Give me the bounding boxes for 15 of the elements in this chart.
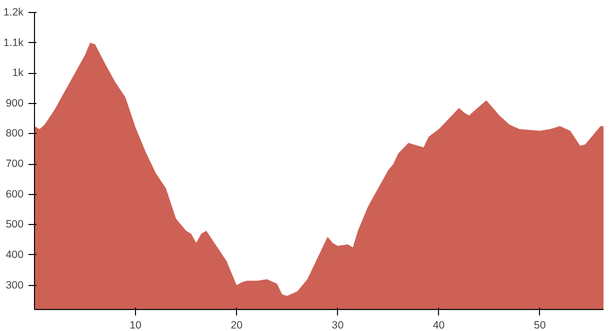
- x-tick-label: 30: [332, 320, 344, 331]
- y-tick-label: 1.1k: [3, 36, 24, 49]
- y-tick-label: 700: [6, 158, 24, 170]
- x-tick-label: 50: [534, 320, 546, 331]
- y-tick-label: 800: [6, 128, 24, 140]
- x-tick-label: 10: [130, 320, 142, 331]
- y-tick-label: 1k: [12, 67, 24, 80]
- y-tick-label: 500: [6, 218, 24, 231]
- y-tick-label: 600: [6, 188, 24, 200]
- y-tick-label: 300: [6, 279, 24, 292]
- y-tick-label: 900: [6, 97, 24, 110]
- x-tick-label: 40: [432, 320, 445, 331]
- x-tick-label: 20: [230, 320, 243, 331]
- y-tick-label: 400: [6, 248, 24, 261]
- y-tick-label: 1.2k: [3, 6, 24, 18]
